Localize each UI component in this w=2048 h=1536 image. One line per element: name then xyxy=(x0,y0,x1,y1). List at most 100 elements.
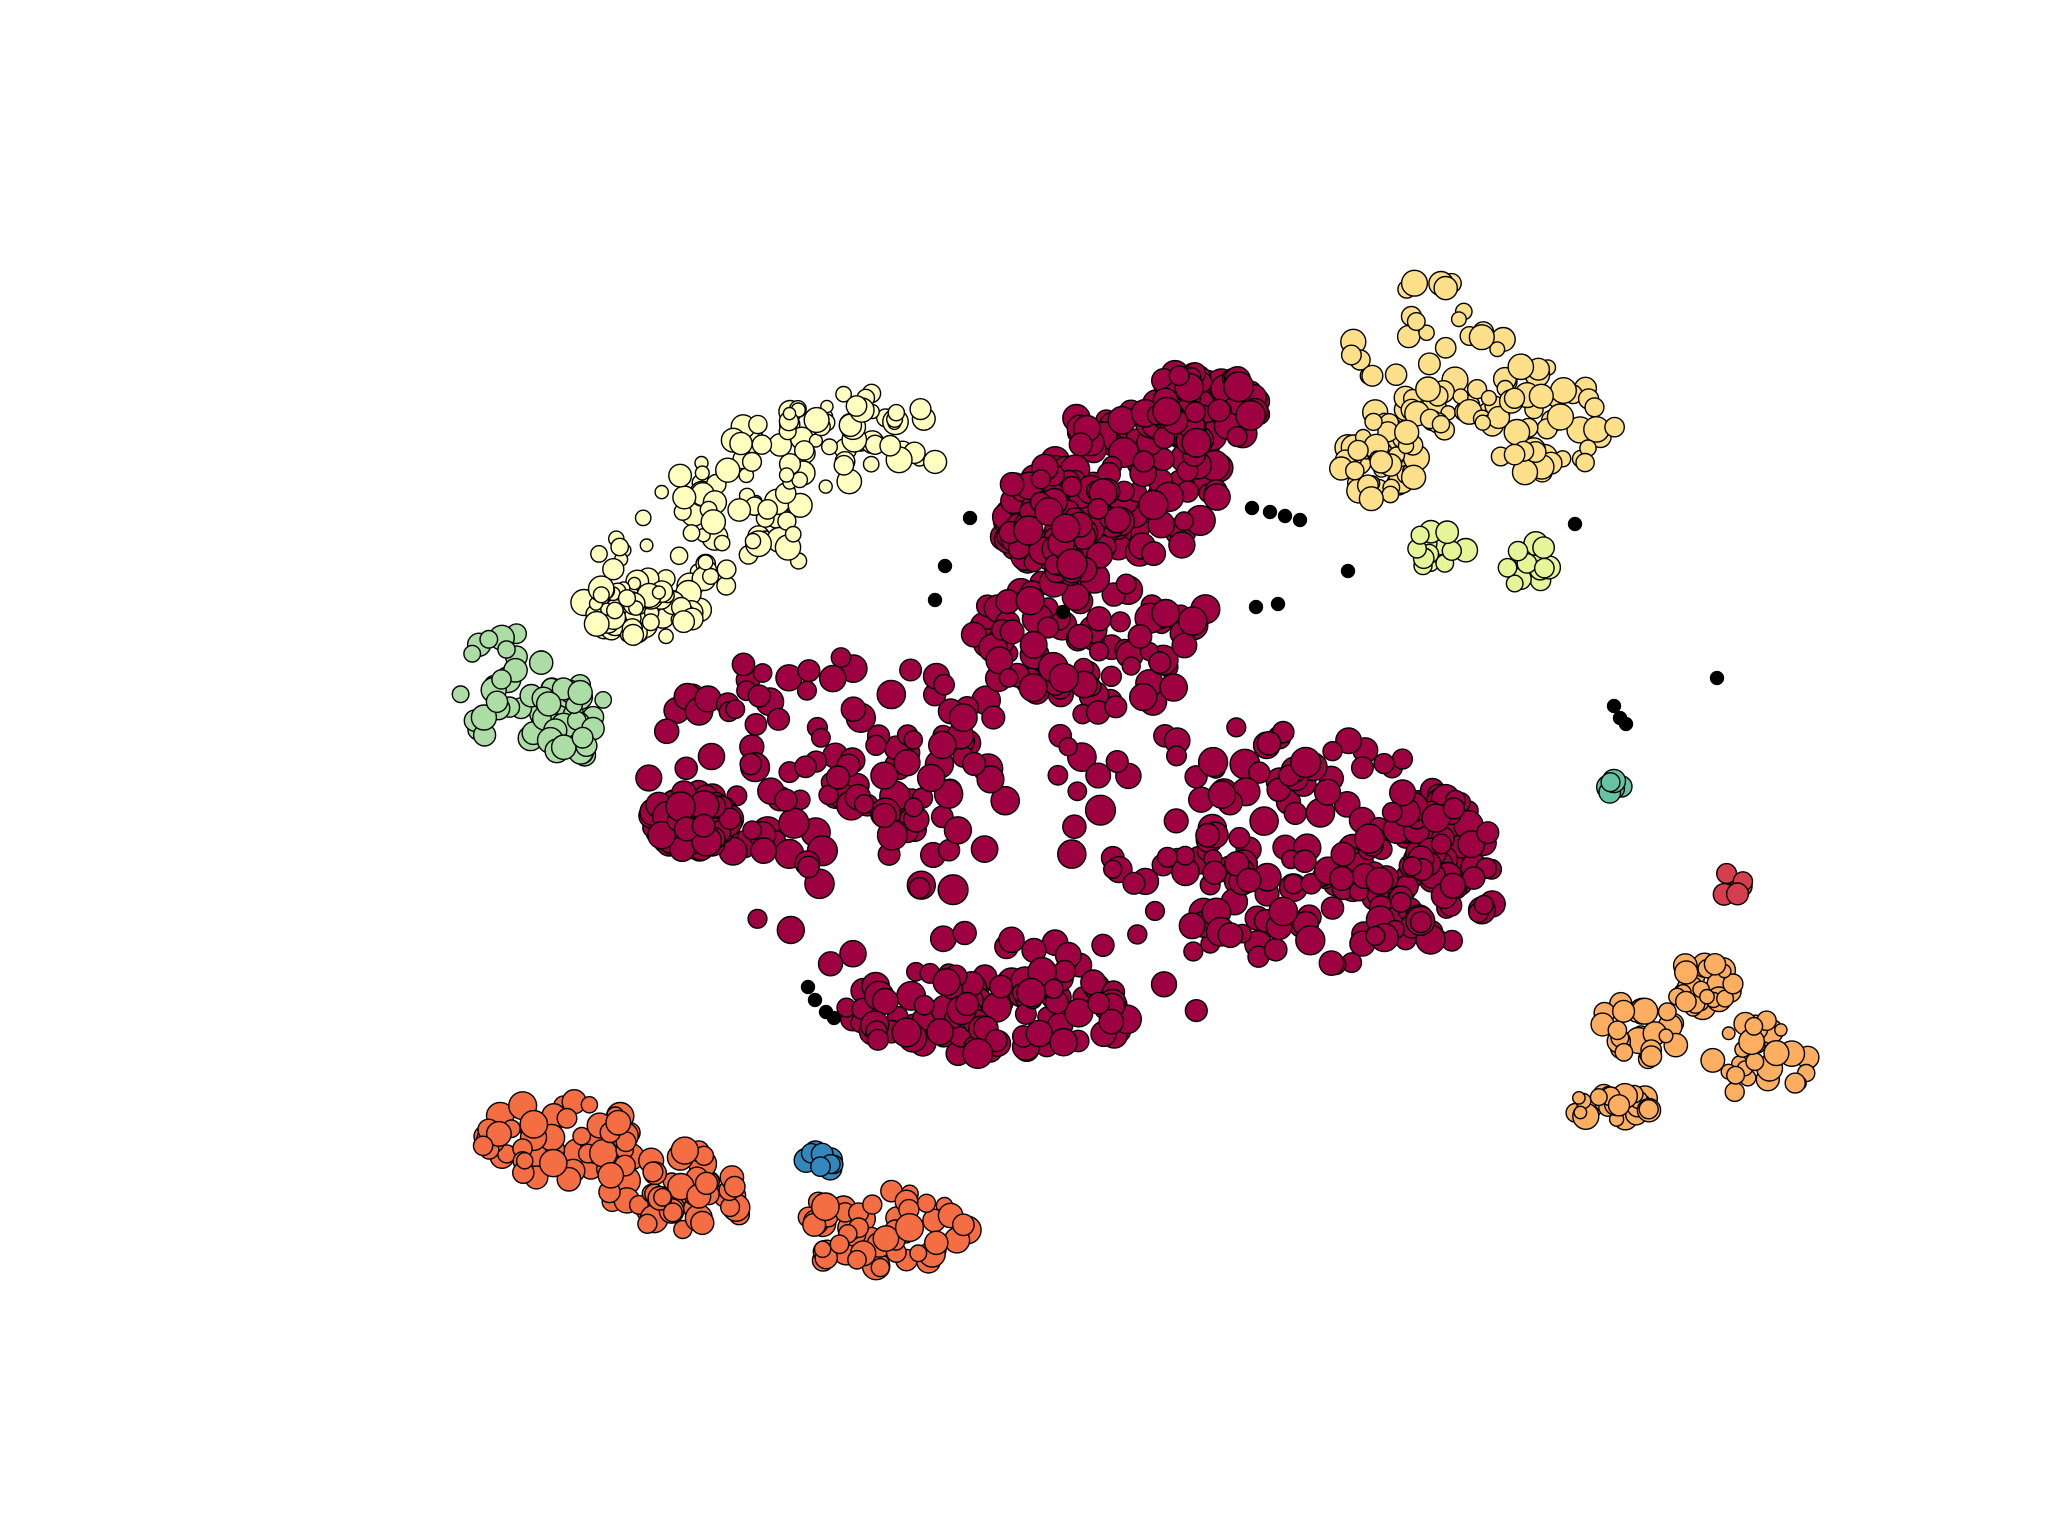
point-green xyxy=(567,679,593,706)
point-main xyxy=(825,765,851,790)
point-main xyxy=(1019,630,1048,659)
point-orange-right xyxy=(1724,1081,1745,1103)
point-main xyxy=(1391,748,1414,770)
point-main xyxy=(1018,673,1048,703)
point-main xyxy=(1318,950,1345,976)
point-main xyxy=(1430,833,1452,855)
cluster-orange-right xyxy=(1565,952,1820,1131)
point-main xyxy=(1388,779,1417,807)
point-orange-left xyxy=(519,1109,549,1139)
point-main xyxy=(933,673,955,696)
point-main xyxy=(1062,814,1087,840)
point-orange-left xyxy=(515,1152,534,1170)
point-light-orange-top xyxy=(1417,352,1441,376)
point-orange-right xyxy=(1658,1028,1674,1044)
point-main xyxy=(1036,616,1060,639)
point-main xyxy=(1052,959,1077,983)
point-main xyxy=(981,705,1006,730)
point-light-orange-top xyxy=(1466,379,1488,400)
point-main xyxy=(1350,756,1374,780)
point-main xyxy=(1365,866,1394,896)
point-main xyxy=(794,755,817,779)
point-main xyxy=(691,813,716,838)
point-main xyxy=(985,646,1014,675)
point-pale-yellow xyxy=(784,525,802,543)
point-light-orange-top xyxy=(1345,460,1365,481)
point-light-orange-top xyxy=(1434,336,1457,359)
point-main xyxy=(1060,475,1083,498)
point-main xyxy=(1086,606,1112,632)
point-pale-yellow xyxy=(744,532,762,550)
point-pale-yellow xyxy=(682,524,701,542)
point-main xyxy=(1256,731,1282,756)
point-main xyxy=(797,659,821,683)
point-orange-left xyxy=(653,1187,672,1207)
point-main xyxy=(1098,1008,1125,1035)
point-main xyxy=(937,874,969,906)
point-orange-right xyxy=(1573,1105,1588,1120)
point-main xyxy=(1174,511,1194,532)
point-light-orange-top xyxy=(1575,452,1595,473)
point-red xyxy=(1725,882,1750,906)
point-noise xyxy=(826,1010,842,1026)
point-main xyxy=(1104,695,1128,719)
point-green xyxy=(463,644,482,663)
point-green xyxy=(594,691,613,709)
point-main xyxy=(1295,925,1326,956)
point-pale-yellow xyxy=(835,385,852,403)
point-noise xyxy=(927,592,943,608)
point-orange-left xyxy=(539,1148,568,1178)
point-main xyxy=(916,763,946,793)
point-orange-right xyxy=(1640,1045,1663,1068)
point-orange-left xyxy=(642,1161,664,1183)
point-orange-right xyxy=(1572,1091,1586,1105)
point-main xyxy=(1249,806,1279,836)
point-main xyxy=(1175,845,1196,866)
point-noise xyxy=(1709,670,1725,686)
point-main xyxy=(1365,925,1386,947)
point-pale-yellow xyxy=(818,479,833,494)
point-main xyxy=(1268,896,1299,927)
point-main xyxy=(647,820,676,850)
point-main xyxy=(1313,778,1342,806)
point-yellow-green xyxy=(1534,557,1555,579)
point-pale-yellow xyxy=(654,484,670,500)
point-pale-yellow xyxy=(794,440,815,461)
point-light-orange-top xyxy=(1393,419,1420,445)
point-main xyxy=(948,703,978,733)
point-main xyxy=(1329,865,1355,891)
point-main xyxy=(1085,762,1112,789)
point-main xyxy=(1184,998,1208,1023)
point-orange-left xyxy=(813,1240,832,1259)
point-main xyxy=(1195,822,1221,848)
point-light-orange-top xyxy=(1400,269,1429,297)
cluster-noise xyxy=(800,500,1725,1026)
point-main xyxy=(1292,849,1317,874)
point-light-orange-top xyxy=(1361,364,1384,387)
point-main xyxy=(1068,432,1093,457)
point-yellow-green xyxy=(1505,574,1524,593)
point-main xyxy=(653,718,680,745)
point-main xyxy=(1102,859,1123,879)
cluster-teal xyxy=(1595,768,1633,804)
point-main xyxy=(1121,656,1141,676)
point-yellow-green xyxy=(1507,540,1529,562)
point-main xyxy=(899,658,923,682)
point-noise xyxy=(1292,512,1308,528)
point-main xyxy=(952,920,977,946)
point-noise xyxy=(800,979,816,995)
cluster-yellow-green xyxy=(1407,519,1562,593)
point-light-orange-top xyxy=(1364,412,1383,432)
point-main xyxy=(1390,891,1412,913)
point-main xyxy=(1127,624,1153,649)
point-main xyxy=(810,727,831,748)
point-yellow-green xyxy=(1441,540,1463,561)
point-orange-left xyxy=(909,1244,928,1263)
point-main xyxy=(1354,823,1385,855)
point-main xyxy=(1217,922,1244,949)
point-noise xyxy=(1248,599,1264,615)
point-light-orange-top xyxy=(1358,486,1384,512)
point-main xyxy=(928,730,957,760)
point-pale-yellow xyxy=(833,454,855,476)
point-pale-yellow xyxy=(694,465,710,481)
